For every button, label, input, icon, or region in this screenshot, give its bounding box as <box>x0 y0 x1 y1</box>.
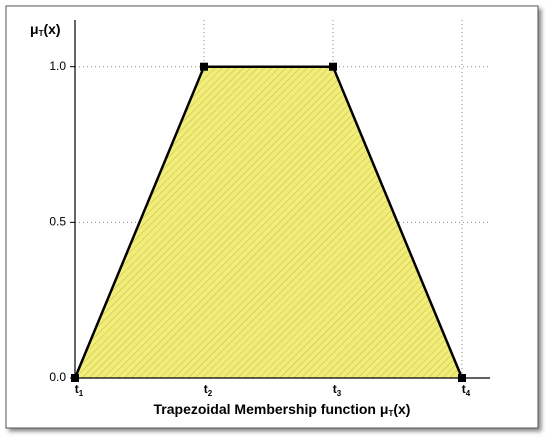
x-tick-label: t4 <box>462 382 471 398</box>
x-axis-label: Trapezoidal Membership function μT(x) <box>154 401 411 418</box>
marker <box>71 374 79 382</box>
x-tick-label: t3 <box>333 382 342 398</box>
x-tick-label: t2 <box>204 382 213 398</box>
marker <box>329 62 337 71</box>
y-axis-label: μT(x) <box>30 21 61 38</box>
y-tick-label: 0.5 <box>49 215 66 229</box>
x-tick-label: t1 <box>75 382 84 398</box>
marker <box>200 62 208 71</box>
y-tick-label: 1.0 <box>49 59 66 73</box>
line <box>73 65 464 379</box>
y-tick-label: 0.0 <box>49 370 66 384</box>
marker <box>458 374 466 382</box>
